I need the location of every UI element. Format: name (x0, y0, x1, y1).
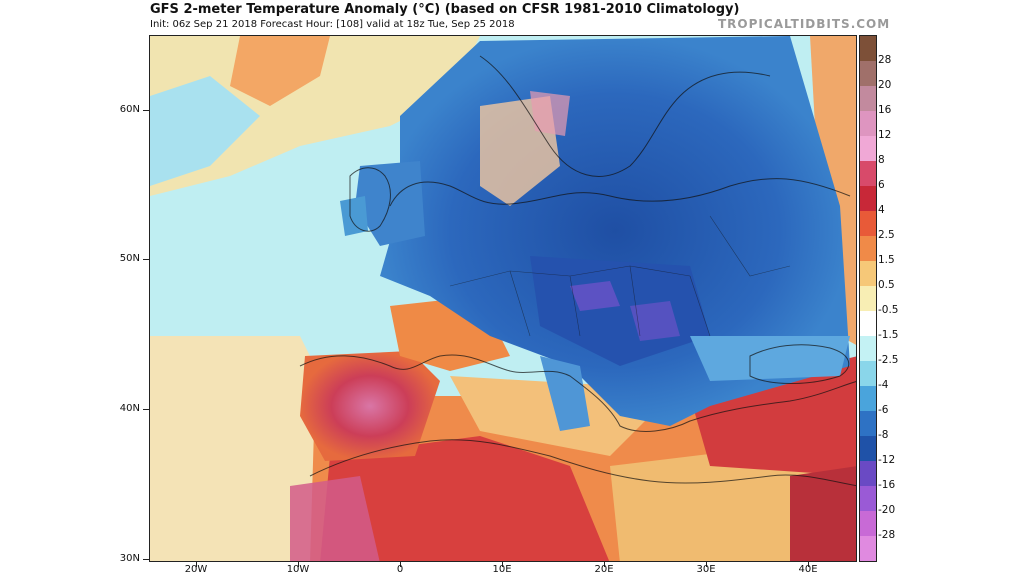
colorbar-segment (860, 461, 876, 486)
colorbar-label: 0.5 (878, 279, 895, 291)
forecast-info: Init: 06z Sep 21 2018 Forecast Hour: [10… (150, 19, 515, 30)
colorbar-label: -6 (878, 404, 889, 416)
colorbar-segment (860, 86, 876, 111)
map-canvas (150, 36, 856, 561)
tick-0 (400, 562, 401, 567)
tick-40n (143, 409, 149, 410)
brand-logo[interactable]: TROPICALTIDBITS.COM (718, 17, 891, 31)
colorbar-label: -1.5 (878, 329, 899, 341)
colorbar-segment (860, 61, 876, 86)
colorbar-segment (860, 486, 876, 511)
colorbar-label: -28 (878, 529, 896, 541)
colorbar-segment (860, 361, 876, 386)
chart-title: GFS 2-meter Temperature Anomaly (°C) (ba… (150, 2, 740, 17)
colorbar-label: 12 (878, 129, 892, 141)
colorbar-segment (860, 311, 876, 336)
lat-label: 40N (119, 403, 140, 414)
coastline-north (389, 178, 851, 207)
colorbar-segment (860, 111, 876, 136)
colorbar-segment (860, 261, 876, 286)
colorbar-segment (860, 161, 876, 186)
lon-label: 30E (696, 564, 716, 575)
colorbar-label: 28 (878, 54, 892, 66)
italy-cold (540, 356, 590, 431)
colorbar-label: 6 (878, 179, 885, 191)
colorbar-label: 20 (878, 79, 892, 91)
colorbar-segment (860, 336, 876, 361)
colorbar-label: -0.5 (878, 304, 899, 316)
alps-purple-1 (570, 281, 620, 311)
tick-50n (143, 259, 149, 260)
colorbar-label: 8 (878, 154, 885, 166)
central-europe-coldest (530, 256, 710, 366)
colorbar-label: -20 (878, 504, 896, 516)
colorbar-segment (860, 511, 876, 536)
norway-warm-patch (530, 91, 570, 136)
colorbar-segment (860, 386, 876, 411)
tick-20e (604, 562, 605, 567)
cool-atlantic-patch (150, 76, 260, 186)
lon-label: 10E (492, 564, 512, 575)
atlantic-south (150, 336, 330, 561)
tick-10w (298, 562, 299, 567)
lon-label: 20E (594, 564, 614, 575)
coastline-britain (349, 167, 391, 232)
morocco-extreme (290, 476, 380, 561)
lon-label: 40E (798, 564, 818, 575)
colorbar-label: 2.5 (878, 229, 895, 241)
black-sea-cool (690, 336, 850, 381)
colorbar-segment (860, 411, 876, 436)
ireland-cold (340, 196, 368, 236)
lon-label: 10W (286, 564, 310, 575)
colorbar-segment (860, 211, 876, 236)
coastline-black-sea (749, 344, 850, 384)
colorbar-label: -12 (878, 454, 896, 466)
anomaly-map (149, 35, 857, 562)
colorbar-label: 16 (878, 104, 892, 116)
colorbar-label: -8 (878, 429, 889, 441)
lon-label: 20W (184, 564, 208, 575)
colorbar (859, 35, 877, 562)
colorbar-label: -4 (878, 379, 889, 391)
tick-30e (706, 562, 707, 567)
coastline-scandinavia (479, 55, 771, 177)
tick-30n (143, 559, 149, 560)
tick-20w (196, 562, 197, 567)
iberia-warm (300, 351, 440, 461)
colorbar-label: 1.5 (878, 254, 895, 266)
lat-label: 60N (119, 104, 140, 115)
lat-label: 30N (119, 553, 140, 564)
warm-atlantic-patch (230, 36, 330, 106)
sahara-hot (320, 436, 610, 561)
middle-east-hot (790, 466, 856, 561)
colorbar-segment (860, 186, 876, 211)
colorbar-segment (860, 236, 876, 261)
colorbar-segment (860, 536, 876, 561)
colorbar-label: -2.5 (878, 354, 899, 366)
colorbar-segment (860, 136, 876, 161)
colorbar-label: -16 (878, 479, 896, 491)
lon-label: 0 (396, 564, 404, 575)
coastline-africa-north (309, 439, 856, 487)
coastline-mediterranean-north (299, 354, 856, 432)
carpathian-purple (630, 301, 680, 341)
colorbar-segment (860, 436, 876, 461)
tick-60n (143, 110, 149, 111)
colorbar-label: 4 (878, 204, 885, 216)
lat-label: 50N (119, 253, 140, 264)
tick-10e (502, 562, 503, 567)
tick-40e (808, 562, 809, 567)
colorbar-segment (860, 286, 876, 311)
country-borders (449, 215, 791, 337)
colorbar-segment (860, 36, 876, 61)
